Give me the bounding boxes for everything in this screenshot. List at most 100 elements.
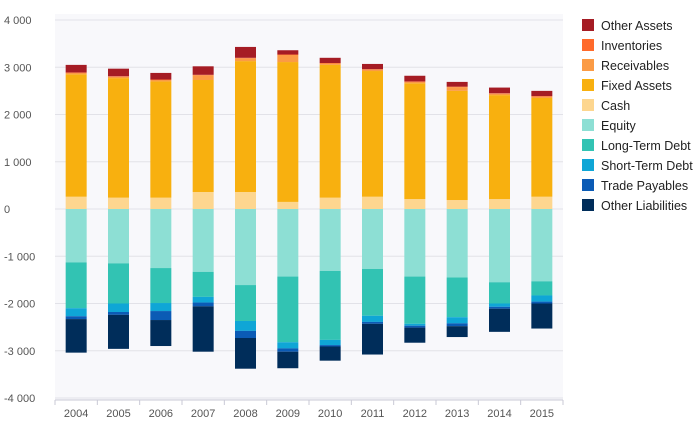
bar-segment <box>150 72 172 80</box>
plot-background <box>55 14 563 400</box>
legend-swatch <box>582 79 594 91</box>
bar-segment <box>531 295 553 302</box>
bar-segment <box>489 95 510 200</box>
legend-label: Equity <box>601 119 636 133</box>
legend-label: Fixed Assets <box>601 79 672 93</box>
legend-label: Long-Term Debt <box>601 139 691 153</box>
bar-segment <box>446 90 468 201</box>
legend-label: Short-Term Debt <box>601 159 693 173</box>
bar-segment <box>489 209 510 283</box>
y-tick-label: 2 000 <box>4 110 32 122</box>
bar-segment <box>362 69 383 72</box>
bar-segment <box>319 345 341 347</box>
bar-segment <box>65 72 87 75</box>
x-tick-label: 2015 <box>530 408 554 420</box>
bar-segment <box>446 326 468 338</box>
bar-segment <box>108 314 129 349</box>
legend-swatch <box>582 119 594 131</box>
y-tick-label: 1 000 <box>4 157 32 169</box>
bar-segment <box>150 268 172 304</box>
bar-segment <box>531 301 553 304</box>
bar-segment <box>446 87 468 91</box>
bar-segment <box>192 191 214 209</box>
legend-label: Inventories <box>601 39 662 53</box>
legend-label: Other Liabilities <box>601 199 687 213</box>
bar-segment <box>235 191 256 209</box>
bar-segment <box>235 61 256 192</box>
bar-segment <box>362 323 383 355</box>
legend-swatch <box>582 159 594 171</box>
bar-segment <box>235 46 256 58</box>
bar-segment <box>319 63 341 65</box>
bars <box>65 46 553 369</box>
x-tick-label: 2004 <box>64 408 88 420</box>
bar-segment <box>235 285 256 321</box>
bar-segment <box>531 209 553 282</box>
bar-segment <box>108 209 129 264</box>
bar-segment <box>362 196 383 209</box>
bar-segment <box>277 54 299 63</box>
bar-segment <box>192 271 214 297</box>
bar-segment <box>65 308 87 317</box>
bar-segment <box>150 80 172 82</box>
y-tick-label: 0 <box>4 204 10 216</box>
legend-label: Receivables <box>601 59 669 73</box>
x-tick-label: 2012 <box>403 408 427 420</box>
bar-segment <box>192 209 214 272</box>
bar-segment <box>489 282 510 304</box>
legend-swatch <box>582 19 594 31</box>
bar-segment <box>150 197 172 209</box>
bar-segment <box>404 325 426 328</box>
bar-segment <box>65 319 87 353</box>
bar-segment <box>235 58 256 62</box>
bar-segment <box>192 66 214 75</box>
bar-segment <box>65 74 87 197</box>
bar-segment <box>404 323 426 326</box>
bar-segment <box>446 317 468 324</box>
bar-segment <box>235 337 256 369</box>
bar-segment <box>531 97 553 197</box>
bar-segment <box>489 93 510 96</box>
bar-segment <box>192 296 214 303</box>
bar-segment <box>108 76 129 79</box>
bar-segment <box>446 277 468 318</box>
bar-segment <box>65 64 87 73</box>
bar-segment <box>65 196 87 209</box>
bar-segment <box>319 209 341 271</box>
legend-swatch <box>582 59 594 71</box>
bar-segment <box>277 342 299 349</box>
bar-segment <box>319 197 341 209</box>
bar-segment <box>489 308 510 332</box>
gridlines <box>55 19 563 399</box>
bar-segment <box>404 81 426 84</box>
bar-segment <box>531 90 553 97</box>
legend-swatch <box>582 139 594 151</box>
x-tick-label: 2011 <box>361 408 385 420</box>
bar-segment <box>108 303 129 313</box>
y-tick-label: 3 000 <box>4 62 32 74</box>
bar-segment <box>404 199 426 209</box>
legend-swatch <box>582 199 594 211</box>
y-tick-label: -3 000 <box>4 346 35 358</box>
y-tick-label: -2 000 <box>4 299 35 311</box>
bar-segment <box>489 87 510 94</box>
bar-segment <box>362 63 383 70</box>
bar-segment <box>446 81 468 87</box>
x-tick-label: 2013 <box>445 408 469 420</box>
bar-segment <box>362 71 383 197</box>
x-tick-label: 2006 <box>149 408 173 420</box>
bar-segment <box>108 68 129 77</box>
bar-segment <box>277 50 299 55</box>
bar-segment <box>192 306 214 352</box>
legend-swatch <box>582 39 594 51</box>
bar-segment <box>108 263 129 304</box>
bar-segment <box>108 78 129 198</box>
bar-segment <box>235 320 256 331</box>
bar-segment <box>277 276 299 343</box>
bar-segment <box>319 64 341 198</box>
bar-segment <box>277 62 299 202</box>
legend-swatch <box>582 179 594 191</box>
y-tick-label: -4 000 <box>4 393 35 405</box>
legend: Other Assets Inventories Receivables Fixed … <box>582 19 693 213</box>
